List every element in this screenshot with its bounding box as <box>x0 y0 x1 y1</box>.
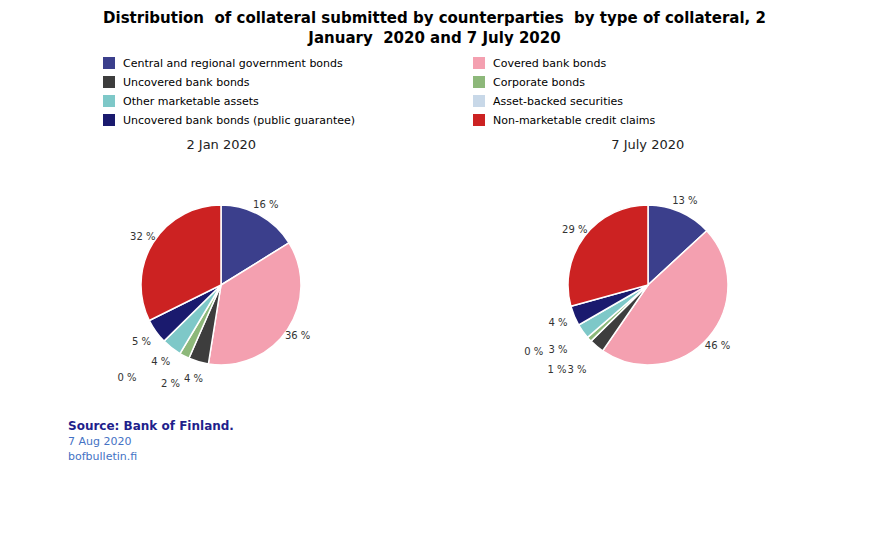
html-text:7 Aug 2020: 7 Aug 2020 <box>68 435 132 448</box>
svg-text:16 %: 16 % <box>253 199 278 210</box>
html-text:Non-marketable credit claims: Non-marketable credit claims <box>493 113 656 127</box>
html-text:Corporate bonds: Corporate bonds <box>493 75 585 89</box>
html-text:Uncovered bank bonds: Uncovered bank bonds <box>123 75 250 89</box>
svg-text:4 %: 4 % <box>151 356 170 367</box>
html-text:Source: Bank of Finland.: Source: Bank of Finland. <box>68 419 234 433</box>
svg-text:36 %: 36 % <box>285 330 310 341</box>
html-text:Uncovered bank bonds (public g: Uncovered bank bonds (public guarantee) <box>123 113 355 127</box>
svg-text:3 %: 3 % <box>548 344 567 355</box>
html-text:bofbulletin.fi: bofbulletin.fi <box>68 450 138 463</box>
html-text:7 July 2020: 7 July 2020 <box>611 137 685 152</box>
html-text:Asset-backed securities: Asset-backed securities <box>493 94 623 108</box>
html-text:Distribution of collateral sub: Distribution of collateral submitted by … <box>103 9 766 47</box>
html-text:Covered bank bonds: Covered bank bonds <box>493 56 607 70</box>
svg-text:29 %: 29 % <box>562 224 587 235</box>
svg-text:5 %: 5 % <box>132 336 151 347</box>
html-text:Central and regional governmen: Central and regional government bonds <box>123 56 343 70</box>
svg-text:0 %: 0 % <box>118 372 137 383</box>
svg-text:13 %: 13 % <box>672 195 697 206</box>
svg-text:2 %: 2 % <box>161 378 180 389</box>
svg-text:1 %: 1 % <box>547 364 566 375</box>
svg-text:46 %: 46 % <box>705 340 730 351</box>
html-text:Other marketable assets: Other marketable assets <box>123 94 259 108</box>
svg-text:4 %: 4 % <box>548 317 567 328</box>
html-text:2 Jan 2020: 2 Jan 2020 <box>186 137 257 152</box>
svg-text:4 %: 4 % <box>184 373 203 384</box>
svg-text:0 %: 0 % <box>524 346 543 357</box>
svg-text:32 %: 32 % <box>130 231 155 242</box>
svg-text:3 %: 3 % <box>567 364 586 375</box>
